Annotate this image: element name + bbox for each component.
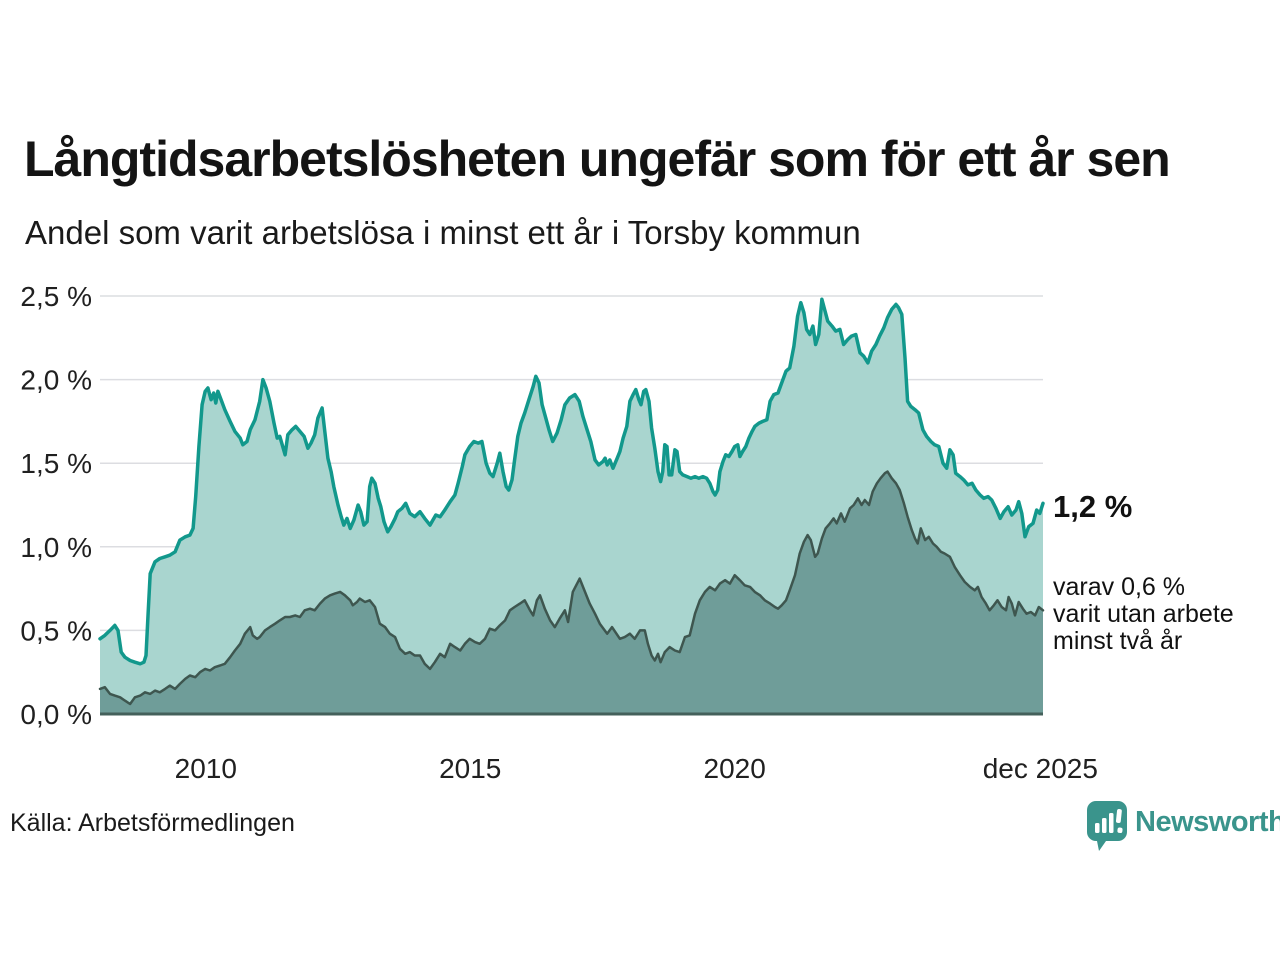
x-tick-label: dec 2025 [983, 753, 1098, 784]
page-title: Långtidsarbetslösheten ungefär som för e… [24, 131, 1171, 187]
x-tick-label: 2015 [439, 753, 501, 784]
y-tick-label: 2,0 % [20, 365, 92, 396]
area-chart: 0,0 % 0,5 % 1,0 % 1,5 % 2,0 % 2,5 % 2010 2015 20… [20, 281, 1098, 784]
series-end-value-label: 1,2 % [1053, 489, 1133, 524]
y-tick-label: 1,5 % [20, 448, 92, 479]
newsworthy-pin-barchart-icon [1087, 801, 1127, 851]
newsworthy-brand-text: Newsworthy [1135, 806, 1280, 838]
series-secondary-annotation: varav 0,6 % varit utan arbete minst två … [1053, 574, 1234, 655]
newsworthy-logo: Newsworthy [1086, 800, 1280, 852]
y-tick-label: 0,0 % [20, 699, 92, 730]
x-tick-label: 2020 [704, 753, 766, 784]
series-line-very-long-term [98, 470, 1045, 706]
annotation-line: varav 0,6 % [1053, 573, 1186, 601]
y-tick-label: 0,5 % [20, 615, 92, 646]
source-text: Källa: Arbetsförmedlingen [10, 809, 295, 837]
chart-subtitle: Andel som varit arbetslösa i minst ett å… [25, 214, 861, 251]
series-area-very-long-term [100, 471, 1043, 714]
series-line-long-term [98, 297, 1045, 666]
y-tick-label: 1,0 % [20, 532, 92, 563]
annotation-line: varit utan arbete [1053, 600, 1234, 628]
annotation-line: minst två år [1053, 627, 1183, 655]
x-tick-label: 2010 [175, 753, 237, 784]
y-tick-label: 2,5 % [20, 281, 92, 312]
